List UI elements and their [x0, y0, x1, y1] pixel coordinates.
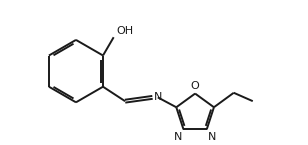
Text: OH: OH: [116, 26, 133, 36]
Text: N: N: [154, 92, 162, 102]
Text: N: N: [174, 132, 182, 142]
Text: N: N: [208, 132, 217, 142]
Text: O: O: [191, 81, 200, 91]
